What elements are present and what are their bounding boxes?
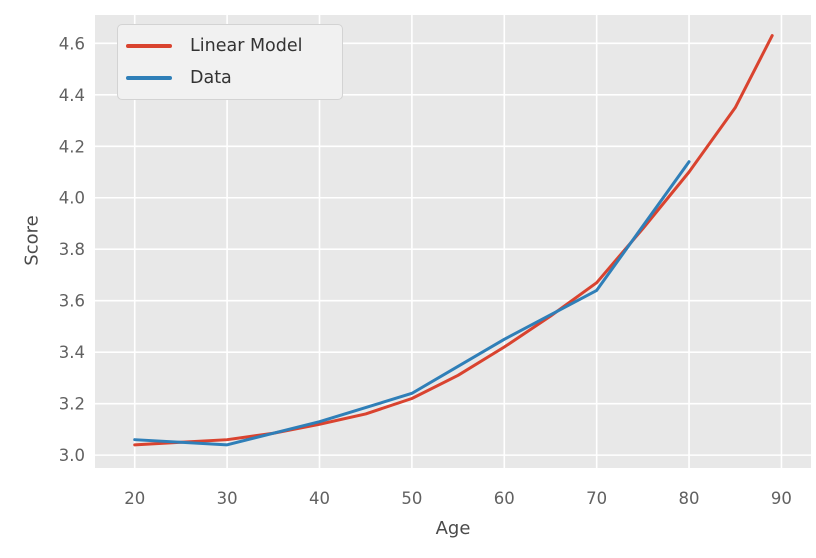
series-line-data bbox=[133, 160, 691, 447]
y-tick-label: 4.0 bbox=[59, 189, 85, 208]
y-tick-label: 4.6 bbox=[59, 34, 85, 53]
y-tick-label: 3.4 bbox=[59, 343, 85, 362]
legend-label-data: Data bbox=[190, 68, 232, 88]
x-tick-label: 30 bbox=[217, 489, 238, 508]
x-tick-label: 70 bbox=[586, 489, 607, 508]
y-tick-label: 4.2 bbox=[59, 137, 85, 156]
x-tick-label: 60 bbox=[494, 489, 515, 508]
legend: Linear Model Data bbox=[117, 24, 343, 100]
x-tick-label: 80 bbox=[679, 489, 700, 508]
x-tick-label: 40 bbox=[309, 489, 330, 508]
y-tick-label: 3.0 bbox=[59, 446, 85, 465]
y-tick-label: 4.4 bbox=[59, 86, 85, 105]
legend-item-linear-model: Linear Model bbox=[126, 31, 332, 61]
legend-line-swatch-blue bbox=[126, 76, 172, 80]
legend-item-data: Data bbox=[126, 63, 332, 93]
y-tick-label: 3.8 bbox=[59, 240, 85, 259]
x-tick-label: 20 bbox=[124, 489, 145, 508]
legend-label-linear-model: Linear Model bbox=[190, 36, 303, 56]
series-line-linear-model bbox=[133, 34, 774, 447]
y-tick-label: 3.2 bbox=[59, 395, 85, 414]
x-tick-label: 50 bbox=[401, 489, 422, 508]
y-axis-label: Score bbox=[21, 215, 43, 266]
y-tick-label: 3.6 bbox=[59, 292, 85, 311]
x-axis-label: Age bbox=[435, 518, 471, 539]
legend-line-swatch-red bbox=[126, 44, 172, 48]
x-tick-label: 90 bbox=[771, 489, 792, 508]
